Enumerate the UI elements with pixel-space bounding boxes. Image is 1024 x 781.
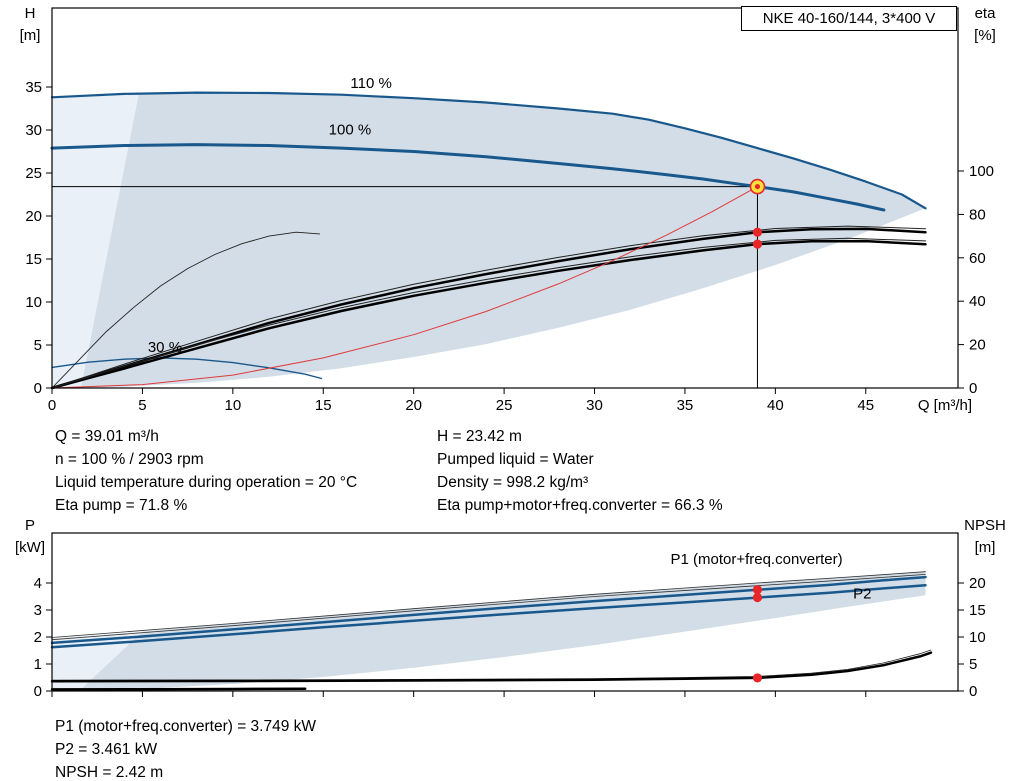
eta-total-curve [50,239,927,390]
x-tick-label: 5 [138,397,146,414]
y-left-axis-unit: [m] [20,27,41,44]
y-left-axis-unit: [kW] [15,539,45,556]
value-dot-marker [752,227,763,237]
system-curve [51,186,758,389]
y-left-axis-label: P [25,518,35,534]
speed-curve-110pct [50,91,927,210]
y-right-tick-label: 10 [969,629,986,646]
x-tick-label: 45 [857,397,874,414]
operating-point-info-right: H = 23.42 m Pumped liquid = Water Densit… [437,425,723,517]
info-p1: P1 (motor+freq.converter) = 3.749 kW [55,718,317,735]
eta-curve-30pct [51,231,321,389]
y-right-tick-label: 40 [969,293,986,310]
curve-label: 100 % [329,121,372,138]
info-density: Density = 998.2 kg/m³ [437,474,589,491]
x-tick-label: 15 [315,397,332,414]
y-right-tick-label: 80 [969,206,986,223]
p1-max-curve-thin [51,571,926,638]
speed-curve-30pct [51,357,323,380]
p2-curve [50,583,927,649]
y-left-tick-label: 2 [34,629,42,646]
y-left-tick-label: 0 [34,683,42,700]
value-dot-marker [752,239,763,249]
y-left-tick-label: 1 [34,656,42,673]
x-tick-label: 40 [767,397,784,414]
operating-point-info-left: Q = 39.01 m³/h n = 100 % / 2903 rpm Liqu… [55,425,1024,517]
x-tick-label: 30 [586,397,603,414]
y-left-tick-label: 35 [25,79,42,96]
info-eta-total: Eta pump+motor+freq.converter = 66.3 % [437,497,723,514]
y-left-tick-label: 25 [25,165,42,182]
duty-envelope-light [52,93,139,389]
y-right-axis-label: NPSH [964,518,1006,534]
operating-point-info: Q = 39.01 m³/h n = 100 % / 2903 rpm Liqu… [0,418,1024,518]
info-npsh: NPSH = 2.42 m [55,764,164,781]
info-eta-pump: Eta pump = 71.8 % [55,497,188,514]
y-left-tick-label: 15 [25,251,42,268]
info-head: H = 23.42 m [437,428,522,445]
info-p2: P2 = 3.461 kW [55,741,158,758]
y-left-tick-label: 20 [25,208,42,225]
value-dot-marker [752,592,763,603]
y-right-tick-label: 0 [969,683,977,700]
eta-total-curve-thin [51,237,926,389]
info-pumped-liquid: Pumped liquid = Water [437,451,594,468]
x-tick-label: 0 [48,397,56,414]
y-right-tick-label: 5 [969,656,977,673]
y-right-axis-unit: [%] [974,27,996,44]
info-flow: Q = 39.01 m³/h [55,428,159,445]
p1-upper-curve-thin [51,574,926,641]
y-right-tick-label: 20 [969,337,986,354]
p1-curve [50,575,927,645]
operating-point-center [754,183,761,190]
value-dot-marker [752,673,763,683]
curve-label: 110 % [350,75,391,92]
x-tick-label: 25 [496,397,513,414]
eta-pump-curve-thin [51,225,926,389]
x-tick-label: 35 [677,397,694,414]
y-left-axis-label: H [25,5,36,22]
hq-eta-chart: 0 5 10 15 20 25 30 35 40 45 0 5 10 15 20 25 30 35 0 20 40 60 8… [20,5,997,414]
y-left-tick-label: 0 [34,380,42,397]
y-left-tick-label: 10 [25,294,42,311]
y-right-tick-label: 20 [969,575,986,592]
y-left-tick-label: 5 [34,337,42,354]
x-axis-label: Q [m³/h] [918,397,972,414]
speed-curve-100pct [50,143,886,212]
npsh-curve-30pct [50,687,307,691]
info-liquid-temperature: Liquid temperature during operation = 20… [55,474,358,491]
power-npsh-chart: 0 1 2 3 4 0 5 10 15 20 P [kW] NPSH [m] P1 (motor+freq.… [15,518,1006,700]
y-left-tick-label: 30 [25,122,42,139]
y-left-tick-label: 3 [34,602,42,619]
curve-label: P1 (motor+freq.converter) [670,551,842,568]
duty-envelope-main [80,92,926,388]
y-right-axis-unit: [m] [975,539,996,556]
x-tick-label: 20 [405,397,422,414]
power-npsh-info: P1 (motor+freq.converter) = 3.749 kW P2 … [0,706,1024,781]
y-right-tick-label: 100 [969,163,994,180]
curve-label: 30 % [148,339,182,356]
y-right-tick-label: 0 [969,380,977,397]
value-dot-marker [752,585,763,595]
curve-label: P2 [853,586,871,603]
plot-frame [51,7,959,389]
pump-model-title: NKE 40-160/144, 3*400 V [741,6,957,31]
x-tick-label: 10 [224,397,241,414]
y-right-axis-label: eta [975,5,997,22]
info-speed: n = 100 % / 2903 rpm [55,451,204,468]
plot-frame [51,532,959,692]
y-right-tick-label: 60 [969,250,986,267]
y-right-tick-label: 15 [969,602,986,619]
y-left-tick-label: 4 [34,575,42,592]
